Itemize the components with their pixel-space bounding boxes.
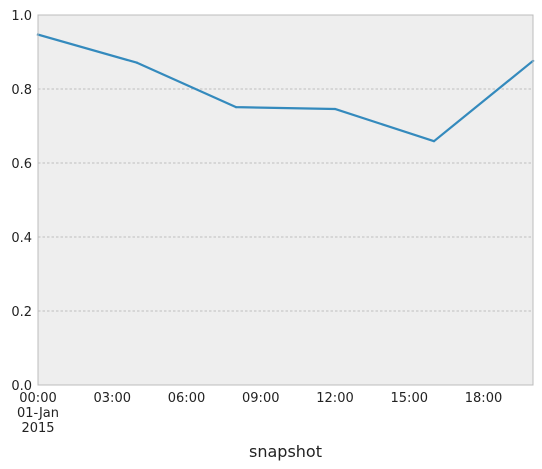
series-line (36, 33, 535, 143)
x-axis-label: snapshot (249, 442, 322, 461)
x-tick-label: 09:00 (242, 391, 279, 406)
x-tick-label: 00:00 (19, 391, 56, 406)
x-tick-label: 03:00 (94, 391, 131, 406)
x-tick-label: 15:00 (391, 391, 428, 406)
data-point (234, 106, 238, 109)
data-point (135, 61, 139, 64)
x-tick-sublabel: 01-Jan (17, 406, 59, 421)
y-tick-label: 0.8 (11, 83, 32, 98)
y-tick-label: 0.4 (11, 231, 32, 246)
x-tick-label: 06:00 (168, 391, 205, 406)
x-tick-label: 12:00 (316, 391, 353, 406)
data-point (333, 107, 337, 111)
data-point (432, 140, 436, 143)
y-tick-label: 1.0 (11, 9, 32, 24)
x-tick-label: 18:00 (465, 391, 502, 406)
plot-frame (37, 14, 534, 386)
x-tick-sublabel: 2015 (21, 421, 54, 436)
plot-background (38, 15, 533, 385)
y-tick-label: 0.0 (11, 379, 32, 394)
y-tick-label: 0.2 (11, 305, 32, 320)
y-tick-label: 0.6 (11, 157, 32, 172)
y-tick-labels: 0.0 0.2 0.4 0.6 0.8 1.0 (11, 9, 32, 394)
